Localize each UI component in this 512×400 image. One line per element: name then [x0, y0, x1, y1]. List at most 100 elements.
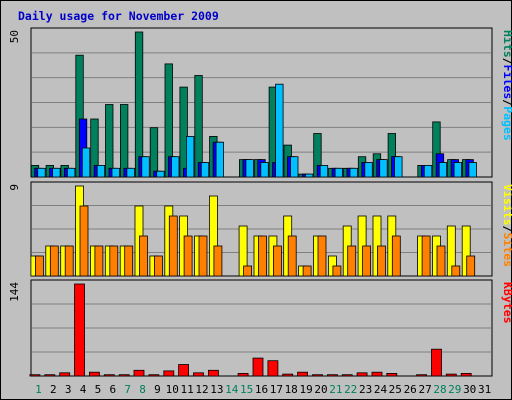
bar-kbytes-day-4 — [74, 283, 85, 377]
x-tick-label-day-26: 26 — [404, 383, 417, 396]
bar-pages-day-7 — [126, 167, 135, 178]
bar-kbytes-day-25 — [386, 372, 398, 377]
label-pages: Pages — [501, 106, 512, 141]
bar-sites-day-10 — [168, 215, 178, 277]
bar-kbytes-day-5 — [89, 371, 100, 377]
x-tick-label-day-11: 11 — [180, 383, 193, 396]
bar-sites-day-22 — [347, 245, 357, 277]
x-tick-label-day-9: 9 — [154, 383, 161, 396]
bar-kbytes-day-24 — [371, 371, 383, 377]
bar-pages-day-21 — [334, 167, 344, 178]
bar-sites-day-20 — [317, 235, 327, 277]
bar-visits-day-29 — [446, 225, 456, 277]
label-visits: Visits — [501, 184, 512, 226]
bar-kbytes-day-13 — [207, 369, 219, 377]
bar-pages-day-1 — [37, 167, 46, 178]
x-tick-label-day-6: 6 — [109, 383, 116, 396]
bar-sites-day-12 — [198, 235, 208, 277]
bar-visits-day-30 — [461, 225, 471, 277]
bar-sites-day-4 — [79, 205, 89, 277]
bar-kbytes-day-30 — [460, 372, 472, 377]
bar-sites-day-18 — [287, 235, 297, 277]
label-kbytes: KBytes — [501, 282, 512, 324]
bar-sites-day-24 — [377, 245, 386, 277]
bar-sites-day-25 — [391, 235, 401, 277]
bar-kbytes-day-18 — [282, 373, 294, 377]
bar-hits-day-6 — [105, 104, 114, 178]
bar-kbytes-day-21 — [326, 374, 338, 377]
bar-sites-day-27 — [421, 235, 431, 277]
x-tick-label-day-15: 15 — [240, 383, 253, 396]
x-tick-label-day-25: 25 — [389, 383, 402, 396]
x-tick-label-day-22: 22 — [344, 383, 357, 396]
bar-sites-day-29 — [451, 265, 461, 277]
bar-kbytes-day-22 — [341, 374, 353, 377]
bar-sites-day-23 — [362, 245, 372, 277]
bar-pages-day-13 — [215, 141, 225, 178]
bar-kbytes-day-3 — [59, 372, 71, 377]
y-max-tick-label: 144 — [8, 282, 21, 302]
bar-sites-day-15 — [243, 265, 253, 277]
bar-hits-day-7 — [120, 104, 129, 178]
x-tick-label-day-5: 5 — [95, 383, 102, 396]
x-tick-label-day-8: 8 — [139, 383, 146, 396]
bar-kbytes-day-8 — [133, 369, 145, 377]
x-tick-label-day-29: 29 — [448, 383, 461, 396]
bar-pages-day-3 — [67, 167, 76, 178]
x-tick-label-day-24: 24 — [374, 383, 388, 396]
x-tick-label-day-31: 31 — [478, 383, 491, 396]
bar-sites-day-5 — [94, 245, 104, 277]
label-hits: Hits — [501, 30, 512, 58]
bar-sites-day-16 — [258, 235, 267, 277]
x-tick-label-day-1: 1 — [35, 383, 42, 396]
bar-pages-day-9 — [156, 170, 165, 178]
bar-kbytes-day-29 — [445, 373, 457, 377]
bar-pages-day-30 — [468, 162, 477, 178]
x-tick-label-day-20: 20 — [314, 383, 327, 396]
bar-sites-day-17 — [272, 245, 282, 277]
x-tick-label-day-2: 2 — [50, 383, 57, 396]
x-tick-label-day-3: 3 — [65, 383, 72, 396]
bar-kbytes-day-17 — [267, 360, 279, 377]
bar-pages-day-18 — [290, 156, 299, 178]
bar-kbytes-day-19 — [297, 371, 309, 377]
bar-sites-day-7 — [124, 245, 134, 277]
bar-pages-day-27 — [423, 164, 433, 178]
bar-hits-day-12 — [194, 75, 203, 178]
x-tick-label-day-27: 27 — [418, 383, 431, 396]
bar-pages-day-2 — [52, 167, 61, 178]
bar-kbytes-day-9 — [148, 374, 160, 377]
bar-visits-day-13 — [208, 195, 218, 277]
label-files: Files — [501, 65, 512, 100]
bar-kbytes-day-6 — [103, 374, 115, 377]
bar-pages-day-25 — [394, 156, 403, 178]
bar-pages-day-10 — [171, 156, 180, 178]
label-separator: / — [501, 99, 512, 106]
bar-kbytes-day-7 — [118, 374, 130, 377]
y-axis-label-kbytes: KBytes — [501, 282, 512, 324]
bar-sites-day-30 — [466, 255, 476, 277]
bar-pages-day-19 — [304, 173, 314, 178]
bar-sites-day-9 — [153, 255, 163, 277]
x-tick-label-day-23: 23 — [359, 383, 372, 396]
bar-sites-day-2 — [49, 245, 59, 277]
bar-pages-day-5 — [96, 164, 106, 178]
bar-pages-day-16 — [260, 162, 269, 178]
bar-pages-day-4 — [81, 147, 91, 178]
bar-kbytes-day-15 — [237, 372, 249, 377]
x-tick-label-day-17: 17 — [270, 383, 283, 396]
bar-kbytes-day-28 — [431, 348, 442, 377]
x-tick-label-day-13: 13 — [210, 383, 223, 396]
bar-hits-day-8 — [134, 31, 144, 178]
chart-title: Daily usage for November 2009 — [18, 9, 219, 23]
bar-pages-day-20 — [319, 164, 329, 178]
bar-kbytes-day-1 — [29, 374, 41, 377]
bar-sites-day-11 — [183, 235, 193, 277]
bar-kbytes-day-27 — [416, 374, 428, 377]
x-tick-label-day-19: 19 — [299, 383, 312, 396]
bar-pages-day-22 — [349, 167, 358, 178]
bar-sites-day-21 — [332, 265, 342, 277]
bar-hits-day-9 — [149, 127, 159, 178]
y-max-tick-label: 50 — [8, 30, 21, 43]
